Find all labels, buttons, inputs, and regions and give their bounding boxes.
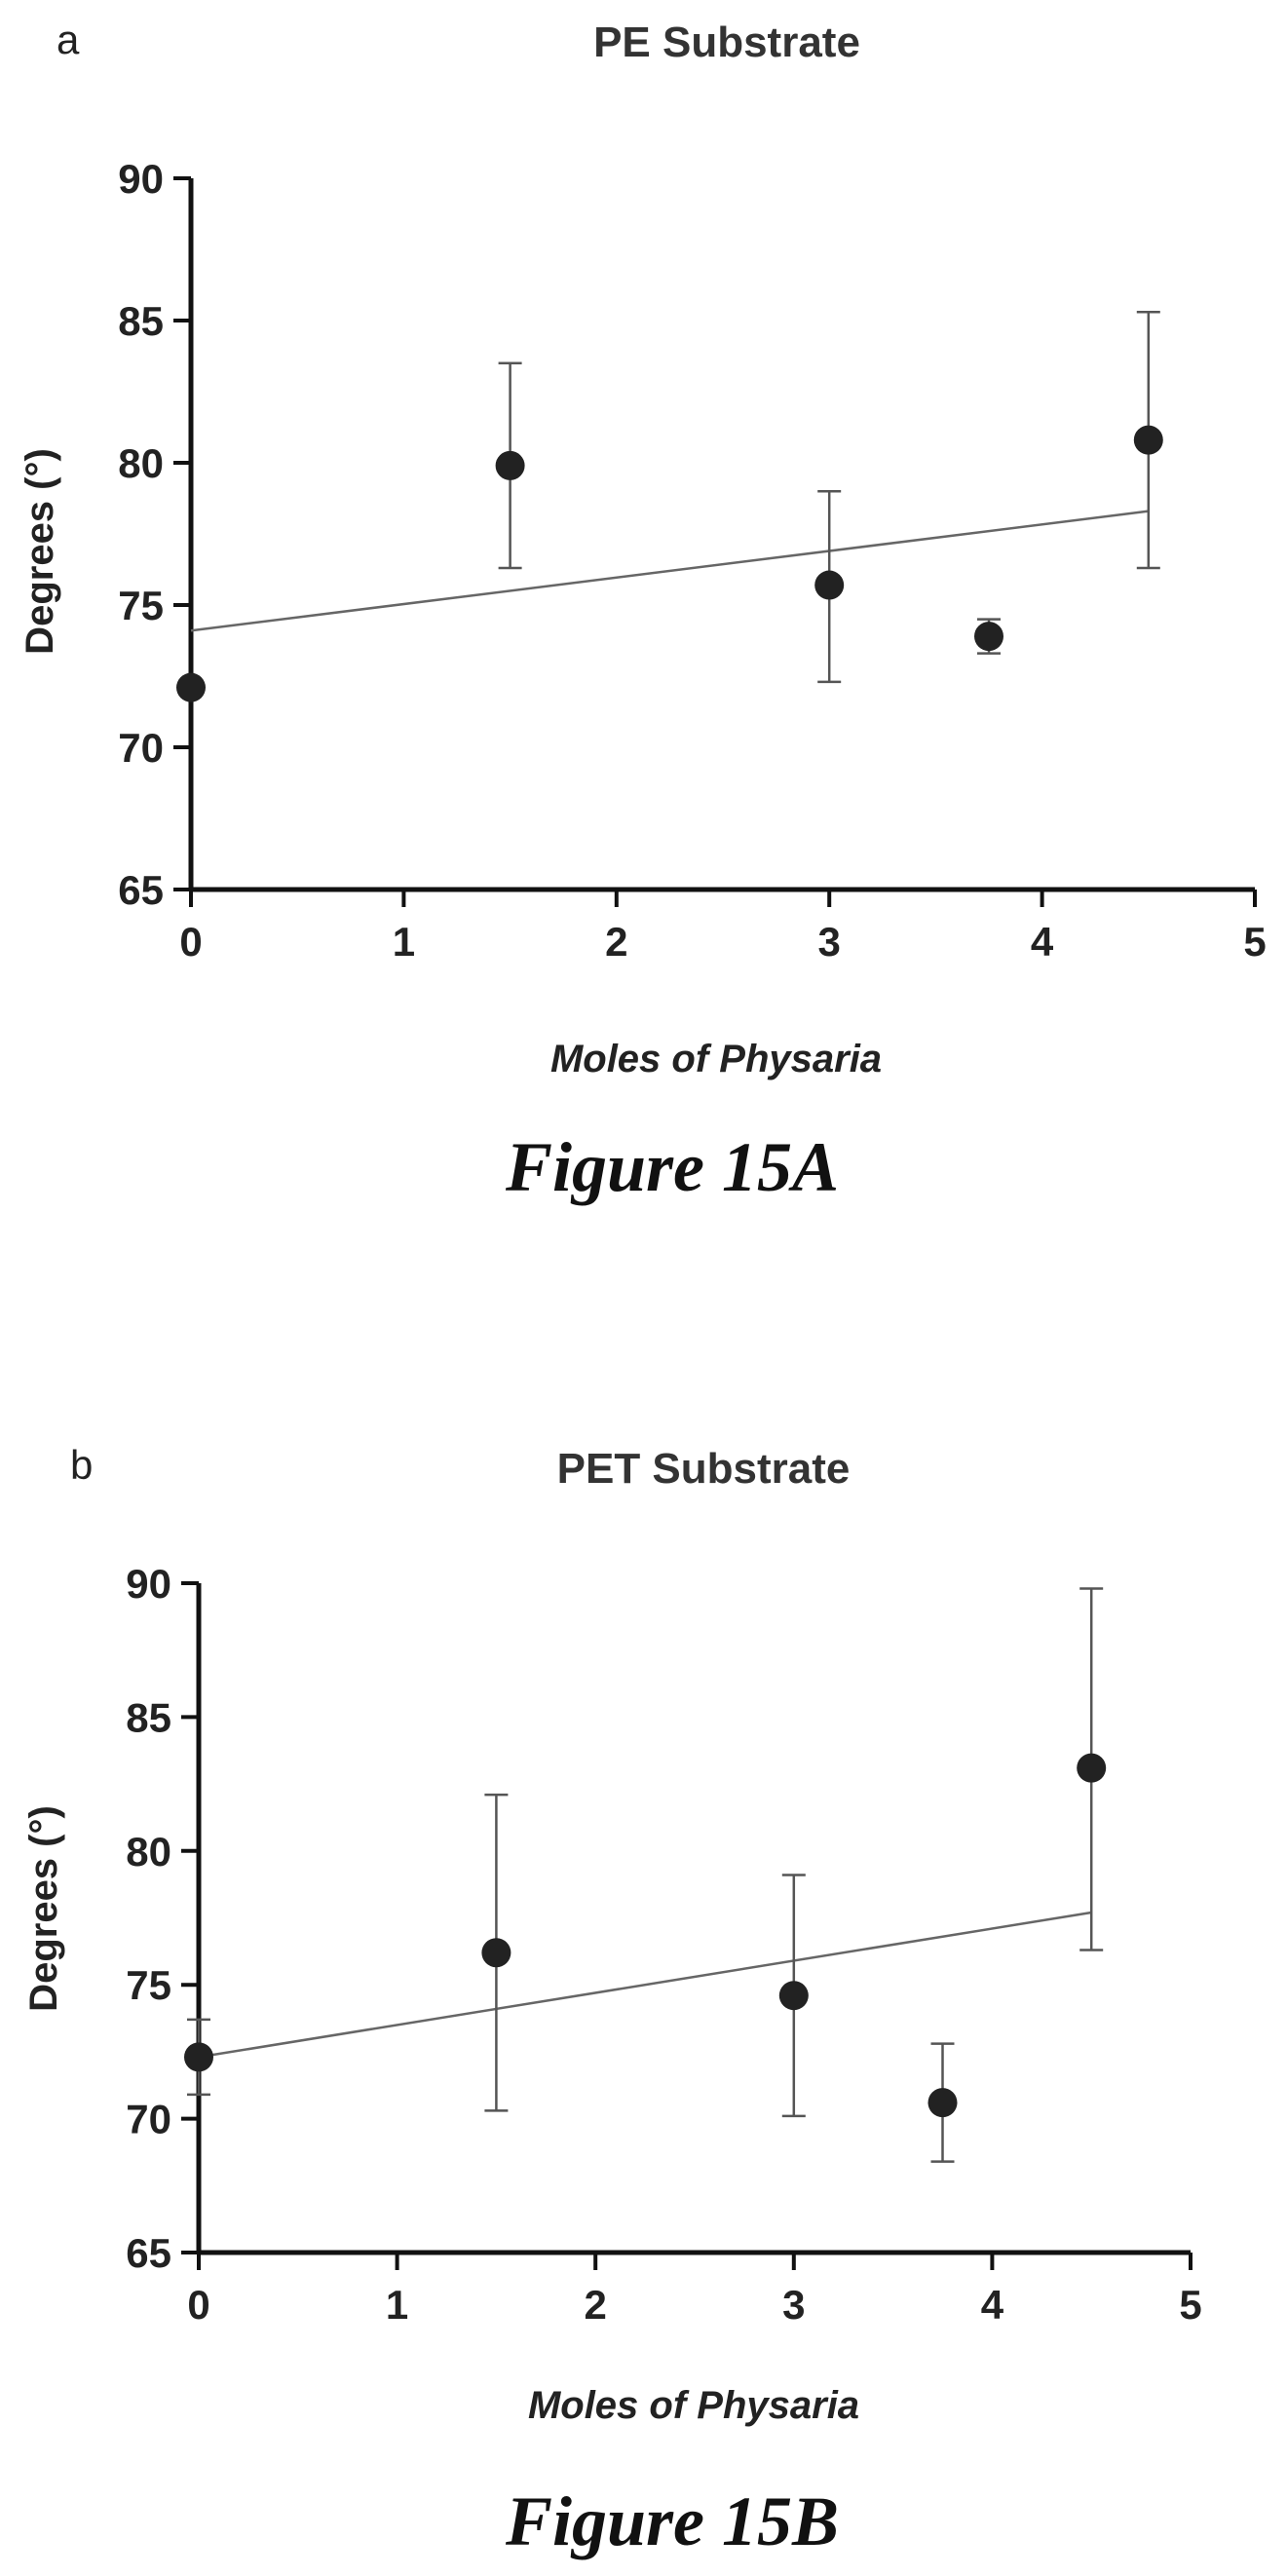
data-point: [176, 672, 206, 702]
y-tick-label: 70: [118, 725, 164, 771]
y-tick-label: 70: [126, 2097, 171, 2142]
x-tick-label: 3: [782, 2282, 805, 2328]
x-tick-label: 2: [605, 919, 627, 965]
y-tick-label: 85: [118, 298, 164, 344]
x-tick-label: 1: [393, 919, 415, 965]
data-marks-a: [176, 310, 1163, 702]
trend-line: [190, 510, 1149, 632]
chart-panel-b: b PET Substrate 65 70 75 80 85 90 0 1 2 3 4 5 Degre…: [22, 1442, 1202, 2560]
data-point: [778, 1981, 809, 2011]
panel-letter-b: b: [70, 1442, 93, 1488]
x-axis-label-a: Moles of Physaria: [550, 1038, 882, 1080]
data-point: [1077, 1753, 1107, 1783]
data-point: [974, 622, 1003, 652]
data-point: [495, 450, 525, 480]
panel-letter-a: a: [57, 17, 80, 62]
figure-caption-a: Figure 15A: [505, 1128, 839, 1206]
x-tick-label: 1: [386, 2282, 408, 2328]
chart-panel-a: a PE Substrate 65 70 75 80 85 90 0 1 2 3 4 5 Degree…: [19, 17, 1267, 1206]
y-tick-label: 90: [126, 1561, 171, 1607]
trend-line: [198, 1911, 1092, 2059]
x-tick-label: 0: [179, 919, 202, 965]
x-tick-label: 2: [585, 2282, 607, 2328]
x-tick-label: 5: [1243, 919, 1266, 965]
figure-caption-b: Figure 15B: [505, 2482, 839, 2560]
x-axis-label-b: Moles of Physaria: [528, 2384, 859, 2427]
y-tick-label: 80: [118, 440, 164, 486]
y-tick-label: 90: [118, 156, 164, 202]
data-point: [481, 1938, 511, 1968]
y-tick-label: 85: [126, 1694, 171, 1740]
data-point: [1133, 425, 1163, 455]
y-tick-label: 65: [118, 867, 164, 913]
y-tick-label: 80: [126, 1829, 171, 1875]
data-point: [927, 2088, 958, 2118]
axes-b: 65 70 75 80 85 90 0 1 2 3 4 5: [126, 1561, 1201, 2328]
data-point: [184, 2042, 213, 2072]
axes-a: 65 70 75 80 85 90 0 1 2 3 4 5: [118, 156, 1266, 965]
chart-title-a: PE Substrate: [593, 19, 860, 66]
y-tick-label: 75: [126, 1962, 171, 2008]
x-tick-label: 4: [1031, 919, 1054, 965]
y-axis-label-b: Degrees (°): [22, 1805, 65, 2012]
y-axis-label-a: Degrees (°): [19, 448, 61, 655]
x-tick-label: 5: [1179, 2282, 1201, 2328]
data-marks-b: [184, 1587, 1107, 2163]
x-tick-label: 3: [818, 919, 841, 965]
x-tick-label: 0: [187, 2282, 209, 2328]
y-tick-label: 75: [118, 583, 164, 628]
y-tick-label: 65: [126, 2230, 171, 2276]
x-tick-label: 4: [981, 2282, 1004, 2328]
data-point: [814, 570, 845, 600]
chart-title-b: PET Substrate: [557, 1445, 851, 1493]
